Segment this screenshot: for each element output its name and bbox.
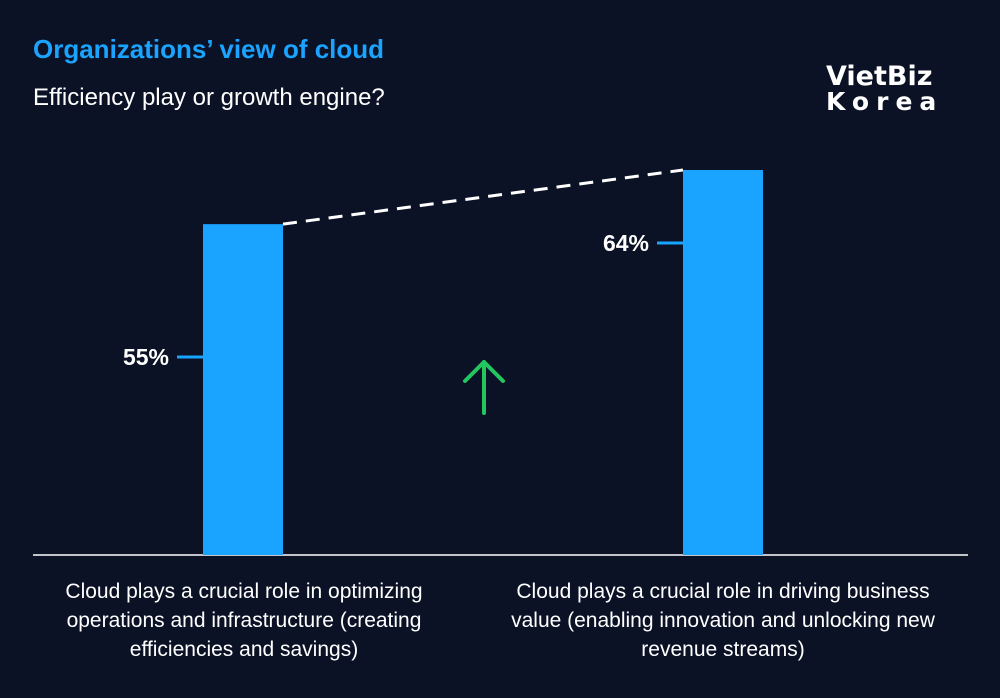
trend-dashed-line bbox=[282, 168, 684, 226]
value-label-1: 55% bbox=[123, 344, 169, 370]
category-label-1: Cloud plays a crucial role in optimizing… bbox=[65, 580, 423, 661]
increase-arrow-icon bbox=[463, 360, 505, 415]
brand-logo: VietBiz Korea bbox=[826, 61, 944, 116]
bar-1 bbox=[203, 224, 283, 555]
logo-line-2: Korea bbox=[826, 86, 944, 116]
value-label-2: 64% bbox=[603, 230, 649, 256]
chart-subtitle: Efficiency play or growth engine? bbox=[33, 84, 385, 111]
logo-line-1: VietBiz bbox=[826, 61, 933, 92]
category-label-2: Cloud plays a crucial role in driving bu… bbox=[511, 580, 935, 661]
chart-title: Organizations’ view of cloud bbox=[33, 34, 385, 64]
bar-2 bbox=[683, 170, 763, 555]
